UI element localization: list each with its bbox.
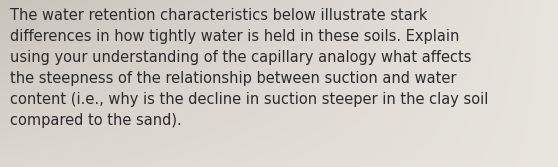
Text: The water retention characteristics below illustrate stark
differences in how ti: The water retention characteristics belo…: [10, 8, 488, 128]
